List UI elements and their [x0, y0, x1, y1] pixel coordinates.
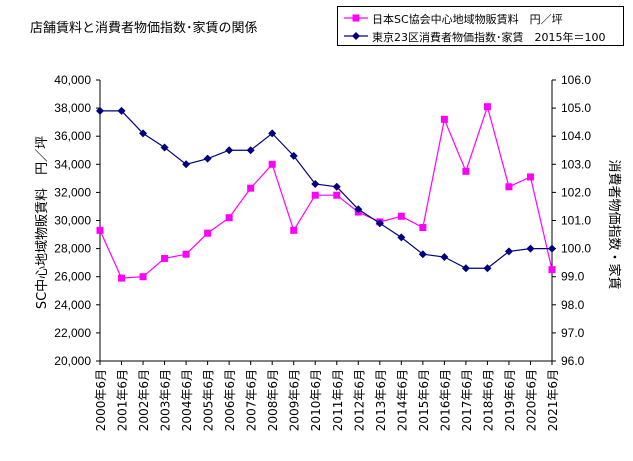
legend-item-cpi: 東京23区消費者物価指数･家賃 2015年＝100 — [338, 28, 623, 44]
data-point-rent — [419, 224, 427, 232]
left-tick-label: 32,000 — [54, 185, 91, 199]
x-tick-label: 2013年6月 — [374, 369, 388, 431]
left-tick-label: 24,000 — [54, 298, 91, 312]
data-point-cpi — [117, 106, 126, 115]
data-point-cpi — [139, 129, 148, 138]
x-tick-label: 2001年6月 — [116, 369, 130, 431]
left-axis-title: SC中心地域物販賃料 円／坪 — [35, 136, 50, 309]
data-point-rent — [204, 229, 212, 237]
legend-item-rent: 日本SC協会中心地域物販賃料 円／坪 — [338, 10, 623, 26]
left-tick-label: 28,000 — [54, 242, 91, 256]
right-tick-label: 97.0 — [561, 326, 585, 340]
left-tick-label: 38,000 — [54, 101, 91, 115]
data-point-rent — [268, 160, 276, 168]
x-tick-label: 2017年6月 — [460, 369, 474, 431]
x-tick-label: 2010年6月 — [309, 369, 323, 431]
left-tick-label: 34,000 — [54, 157, 91, 171]
data-point-cpi — [96, 106, 104, 115]
left-tick-label: 20,000 — [54, 354, 91, 368]
data-point-rent — [548, 266, 556, 274]
legend: 日本SC協会中心地域物販賃料 円／坪 東京23区消費者物価指数･家賃 2015年… — [337, 6, 624, 46]
data-point-cpi — [375, 219, 384, 228]
data-point-cpi — [440, 253, 449, 262]
data-point-rent — [247, 184, 255, 192]
right-tick-label: 99.0 — [561, 270, 585, 284]
x-tick-label: 2021年6月 — [546, 369, 560, 431]
data-point-rent — [139, 273, 147, 281]
data-point-cpi — [483, 264, 492, 273]
data-point-cpi — [268, 129, 277, 138]
data-point-cpi — [289, 151, 298, 160]
data-point-rent — [118, 274, 126, 282]
right-tick-label: 98.0 — [561, 298, 585, 312]
x-tick-label: 2002年6月 — [137, 369, 151, 431]
x-tick-label: 2011年6月 — [331, 369, 345, 431]
left-tick-label: 22,000 — [54, 326, 91, 340]
x-tick-label: 2004年6月 — [180, 369, 194, 431]
x-tick-label: 2005年6月 — [202, 369, 216, 431]
data-point-rent — [311, 191, 319, 199]
legend-label-rent: 日本SC協会中心地域物販賃料 円／坪 — [372, 13, 563, 26]
right-axis-title: 消費者物価指数・家賃 — [606, 159, 622, 289]
left-tick-label: 40,000 — [54, 73, 91, 87]
right-tick-label: 105.0 — [561, 101, 591, 115]
data-point-cpi — [203, 154, 212, 163]
left-tick-label: 26,000 — [54, 270, 91, 284]
x-tick-label: 2018年6月 — [481, 369, 495, 431]
x-tick-label: 2003年6月 — [159, 369, 173, 431]
series-line-0 — [99, 104, 553, 279]
data-point-rent — [440, 115, 448, 123]
data-point-rent — [161, 254, 169, 262]
data-point-rent — [96, 226, 104, 234]
chart-title: 店舗賃料と消費者物価指数･家賃の関係 — [30, 21, 258, 36]
data-point-cpi — [160, 143, 169, 152]
data-point-cpi — [311, 179, 320, 188]
x-tick-label: 2006年6月 — [223, 369, 237, 431]
x-tick-label: 2008年6月 — [266, 369, 280, 431]
x-tick-label: 2007年6月 — [245, 369, 259, 431]
x-tick-label: 2020年6月 — [524, 369, 538, 431]
data-point-cpi — [332, 182, 341, 191]
legend-swatch-rent — [344, 14, 368, 22]
x-tick-label: 2016年6月 — [438, 369, 452, 431]
series-line-1 — [100, 110, 552, 269]
legend-label-cpi: 東京23区消費者物価指数･家賃 2015年＝100 — [372, 31, 606, 44]
data-point-rent — [333, 191, 341, 199]
data-point-cpi — [418, 250, 427, 259]
x-tick-label: 2000年6月 — [94, 369, 108, 431]
data-point-cpi — [397, 233, 406, 242]
x-tick-label: 2014年6月 — [395, 369, 409, 431]
x-tick-label: 2015年6月 — [417, 369, 431, 431]
data-point-rent — [225, 214, 233, 222]
data-point-rent — [505, 183, 513, 191]
data-point-cpi — [461, 264, 470, 273]
data-point-rent — [290, 226, 298, 234]
x-tick-label: 2019年6月 — [503, 369, 517, 431]
data-point-cpi — [548, 244, 556, 253]
right-tick-label: 103.0 — [561, 157, 591, 171]
data-point-rent — [483, 103, 491, 111]
right-tick-label: 102.0 — [561, 185, 591, 199]
data-point-cpi — [526, 244, 535, 253]
x-tick-label: 2012年6月 — [352, 369, 366, 431]
data-point-rent — [526, 173, 534, 181]
data-point-cpi — [354, 205, 363, 214]
right-tick-label: 106.0 — [561, 73, 591, 87]
right-tick-label: 100.0 — [561, 242, 591, 256]
data-point-rent — [462, 167, 470, 175]
data-point-cpi — [246, 146, 255, 155]
right-tick-label: 101.0 — [561, 214, 591, 228]
x-tick-label: 2009年6月 — [288, 369, 302, 431]
right-tick-label: 104.0 — [561, 129, 591, 143]
data-point-cpi — [225, 146, 234, 155]
left-tick-label: 30,000 — [54, 214, 91, 228]
legend-swatch-cpi — [344, 32, 368, 40]
data-point-cpi — [182, 160, 191, 169]
data-point-rent — [397, 212, 405, 220]
data-point-cpi — [504, 247, 513, 256]
data-point-rent — [182, 250, 190, 258]
left-tick-label: 36,000 — [54, 129, 91, 143]
right-tick-label: 96.0 — [561, 354, 585, 368]
